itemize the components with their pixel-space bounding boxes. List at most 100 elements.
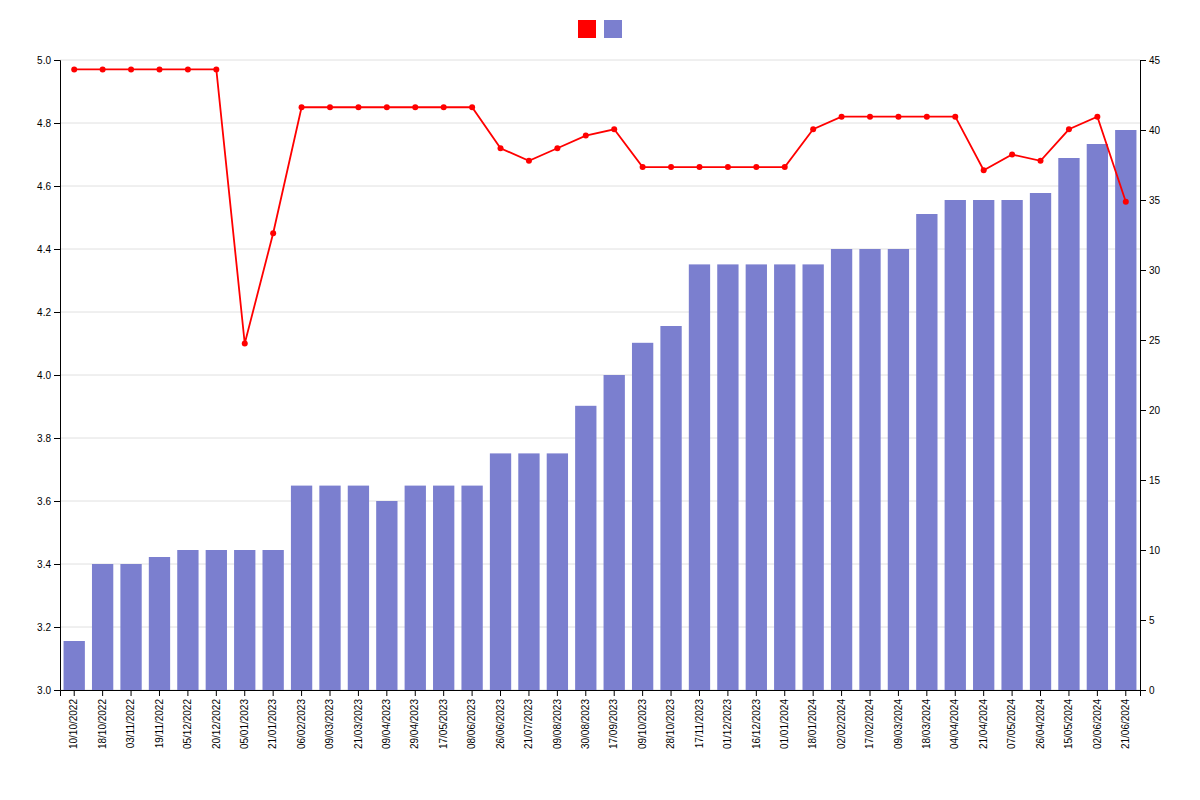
tick-label: 4.2 xyxy=(37,307,51,318)
tick-label: 18/10/2022 xyxy=(97,699,108,749)
tick: 01/01/2024 xyxy=(779,690,790,749)
marker xyxy=(952,114,958,120)
grid-line xyxy=(60,186,1140,187)
marker xyxy=(810,126,816,132)
tick-label: 10 xyxy=(1149,545,1161,556)
bar xyxy=(746,264,767,690)
marker xyxy=(498,145,504,151)
marker xyxy=(270,230,276,236)
tick: 21/01/2023 xyxy=(267,690,278,749)
marker xyxy=(725,164,731,170)
tick-mark xyxy=(898,690,899,696)
marker xyxy=(71,66,77,72)
tick-mark xyxy=(187,690,188,696)
marker xyxy=(128,66,134,72)
tick-label: 30/08/2023 xyxy=(580,699,591,749)
tick-mark xyxy=(642,690,643,696)
tick-label: 05/12/2022 xyxy=(182,699,193,749)
bar xyxy=(92,564,113,690)
tick: 30 xyxy=(1140,265,1161,276)
tick: 07/05/2024 xyxy=(1006,690,1017,749)
tick-mark xyxy=(614,690,615,696)
tick-label: 20/12/2022 xyxy=(211,699,222,749)
tick-label: 26/06/2023 xyxy=(495,699,506,749)
tick-mark xyxy=(727,690,728,696)
bar xyxy=(348,486,369,690)
tick-label: 3.0 xyxy=(37,685,51,696)
grid-line xyxy=(60,60,1140,61)
tick-label: 45 xyxy=(1149,55,1161,66)
marker xyxy=(526,158,532,164)
tick-label: 29/04/2023 xyxy=(409,699,420,749)
plot: 3.03.23.43.63.84.04.24.44.64.85.00510152… xyxy=(37,55,1160,749)
tick-label: 21/01/2023 xyxy=(267,699,278,749)
tick-mark xyxy=(74,690,75,696)
axis-line xyxy=(54,61,61,691)
marker xyxy=(1038,158,1044,164)
tick-mark xyxy=(926,690,927,696)
marker xyxy=(782,164,788,170)
tick: 09/04/2023 xyxy=(381,690,392,749)
bar xyxy=(206,550,227,690)
tick-label: 09/08/2023 xyxy=(552,699,563,749)
tick: 18/10/2022 xyxy=(97,690,108,749)
tick-label: 3.2 xyxy=(37,622,51,633)
tick: 04/04/2024 xyxy=(949,690,960,749)
tick: 17/09/2023 xyxy=(608,690,619,749)
tick-mark xyxy=(500,690,501,696)
tick-mark xyxy=(955,690,956,696)
bar xyxy=(120,564,141,690)
bar xyxy=(376,501,397,690)
tick-label: 21/06/2024 xyxy=(1120,699,1131,749)
tick: 3.2 xyxy=(37,622,60,633)
tick-mark xyxy=(1140,550,1146,551)
tick: 40 xyxy=(1140,125,1161,136)
grid xyxy=(60,60,1140,690)
marker xyxy=(1094,114,1100,120)
bar xyxy=(888,249,909,690)
tick: 09/10/2023 xyxy=(637,690,648,749)
bar xyxy=(518,453,539,690)
bar xyxy=(945,200,966,690)
tick-mark xyxy=(557,690,558,696)
tick: 01/12/2023 xyxy=(722,690,733,749)
marker xyxy=(867,114,873,120)
bar xyxy=(149,557,170,690)
x-axis: 10/10/202218/10/202203/11/202219/11/2022… xyxy=(61,690,1141,749)
tick-mark xyxy=(1068,690,1069,696)
tick: 21/04/2024 xyxy=(978,690,989,749)
tick-mark xyxy=(1040,690,1041,696)
marker xyxy=(469,104,475,110)
tick-mark xyxy=(1140,410,1146,411)
bar xyxy=(973,200,994,690)
marker xyxy=(213,66,219,72)
tick: 17/11/2023 xyxy=(694,690,705,748)
tick-mark xyxy=(330,690,331,696)
bar xyxy=(1001,200,1022,690)
tick: 15 xyxy=(1140,475,1161,486)
marker xyxy=(327,104,333,110)
bar xyxy=(916,214,937,690)
tick: 5 xyxy=(1140,615,1155,626)
tick-label: 07/05/2024 xyxy=(1006,699,1017,749)
legend-swatch xyxy=(578,20,596,38)
tick: 09/08/2023 xyxy=(552,690,563,749)
bar xyxy=(774,264,795,690)
tick: 5.0 xyxy=(37,55,60,66)
bar xyxy=(1030,193,1051,690)
marks xyxy=(64,66,1137,690)
tick-label: 16/12/2023 xyxy=(751,699,762,749)
bar xyxy=(604,375,625,690)
tick-mark xyxy=(870,690,871,696)
tick-mark xyxy=(54,627,60,628)
bar xyxy=(1058,158,1079,690)
tick-mark xyxy=(54,438,60,439)
tick-mark xyxy=(671,690,672,696)
tick-mark xyxy=(301,690,302,696)
tick-label: 3.4 xyxy=(37,559,51,570)
marker xyxy=(640,164,646,170)
marker xyxy=(441,104,447,110)
bar xyxy=(831,249,852,690)
chart: 3.03.23.43.63.84.04.24.44.64.85.00510152… xyxy=(0,0,1200,800)
tick: 4.8 xyxy=(37,118,60,129)
